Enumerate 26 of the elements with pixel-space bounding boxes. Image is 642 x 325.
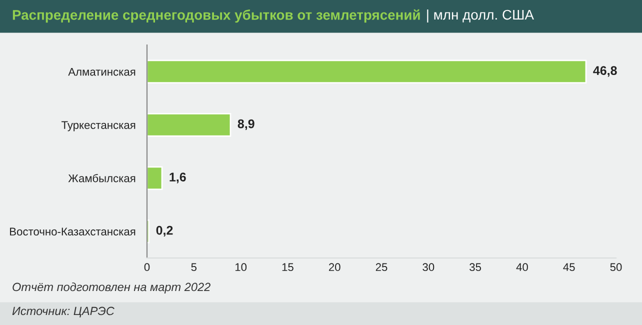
data-label: 0,2 [156,226,173,237]
x-tick-label: 15 [282,263,294,272]
x-tick-label: 40 [516,263,528,272]
y-tick-label: Туркестанская [62,121,136,132]
x-tick-label: 0 [144,263,150,272]
x-tick-label: 25 [376,263,388,272]
bar [147,60,587,84]
text: Источник: ЦАРЭС [12,306,114,318]
y-tick-label: Восточно-Казахстанская [10,228,136,236]
x-tick-label: 10 [235,263,247,272]
bar [147,166,163,190]
x-tick-label: 30 [422,263,434,272]
x-tick-label: 45 [563,263,575,272]
y-tick-label: Жамбылская [68,174,136,182]
data-label: 46,8 [593,66,617,77]
x-tick-label: 5 [191,263,197,272]
x-tick-label: 20 [328,263,340,272]
data-label: 8,9 [238,119,254,130]
text: Отчёт подготовлен на март 2022 [12,282,210,294]
y-tick-label: Алматинская [68,68,136,76]
data-label: 1,6 [170,172,186,184]
x-tick-label: 35 [470,263,482,272]
x-tick-label: 50 [610,263,622,272]
chart-title: Распределение среднегодовых убытков от землетрясений [12,9,420,23]
chart-subtitle: | млн долл. США [427,9,534,23]
bar [147,113,232,137]
